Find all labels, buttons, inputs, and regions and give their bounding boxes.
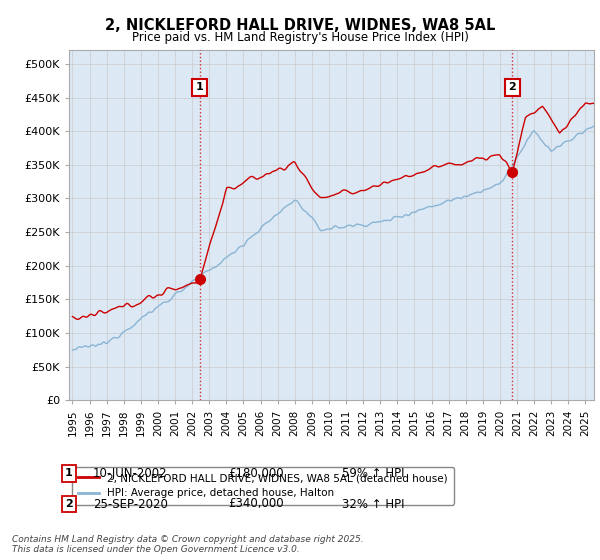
Text: 10-JUN-2002: 10-JUN-2002 — [93, 466, 167, 480]
Text: £340,000: £340,000 — [228, 497, 284, 511]
Text: 32% ↑ HPI: 32% ↑ HPI — [342, 497, 404, 511]
Text: Contains HM Land Registry data © Crown copyright and database right 2025.
This d: Contains HM Land Registry data © Crown c… — [12, 535, 364, 554]
Text: 25-SEP-2020: 25-SEP-2020 — [93, 497, 168, 511]
Text: 2: 2 — [65, 499, 73, 509]
Text: 2, NICKLEFORD HALL DRIVE, WIDNES, WA8 5AL: 2, NICKLEFORD HALL DRIVE, WIDNES, WA8 5A… — [105, 18, 495, 33]
Text: 1: 1 — [65, 468, 73, 478]
Text: Price paid vs. HM Land Registry's House Price Index (HPI): Price paid vs. HM Land Registry's House … — [131, 31, 469, 44]
Text: 2: 2 — [509, 82, 517, 92]
Text: 59% ↑ HPI: 59% ↑ HPI — [342, 466, 404, 480]
Text: 1: 1 — [196, 82, 203, 92]
Legend: 2, NICKLEFORD HALL DRIVE, WIDNES, WA8 5AL (detached house), HPI: Average price, : 2, NICKLEFORD HALL DRIVE, WIDNES, WA8 5A… — [71, 467, 454, 505]
Text: £180,000: £180,000 — [228, 466, 284, 480]
